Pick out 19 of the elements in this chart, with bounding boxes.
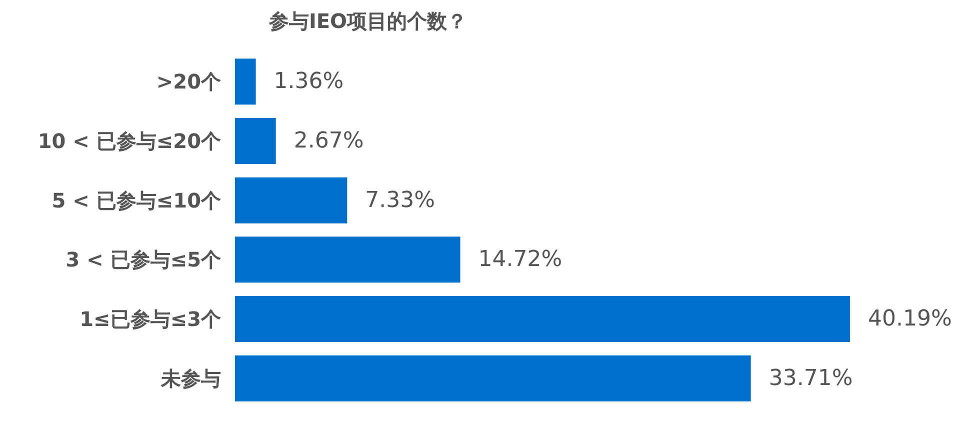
y-tick-label: 1≤已参与≤3个 bbox=[80, 307, 221, 331]
data-label: 40.19% bbox=[868, 306, 952, 332]
data-label: 33.71% bbox=[768, 366, 853, 391]
y-tick-label: 未参与 bbox=[160, 366, 221, 390]
bar bbox=[235, 355, 751, 402]
bar bbox=[235, 236, 460, 283]
y-tick-label: 10 < 已参与≤20个 bbox=[38, 129, 221, 153]
data-label: 7.33% bbox=[365, 188, 436, 213]
y-tick-label: 3 < 已参与≤5个 bbox=[66, 248, 221, 272]
chart-title: 参与IEO项目的个数？ bbox=[268, 9, 468, 33]
y-tick-label: 5 < 已参与≤10个 bbox=[52, 188, 221, 212]
data-label: 14.72% bbox=[478, 247, 562, 272]
bar bbox=[235, 58, 256, 105]
bar bbox=[235, 296, 850, 342]
data-label: 1.36% bbox=[274, 69, 344, 94]
bar bbox=[235, 118, 276, 164]
bar bbox=[235, 177, 348, 224]
data-label: 2.67% bbox=[294, 128, 364, 154]
y-tick-label: >20个 bbox=[156, 70, 221, 94]
